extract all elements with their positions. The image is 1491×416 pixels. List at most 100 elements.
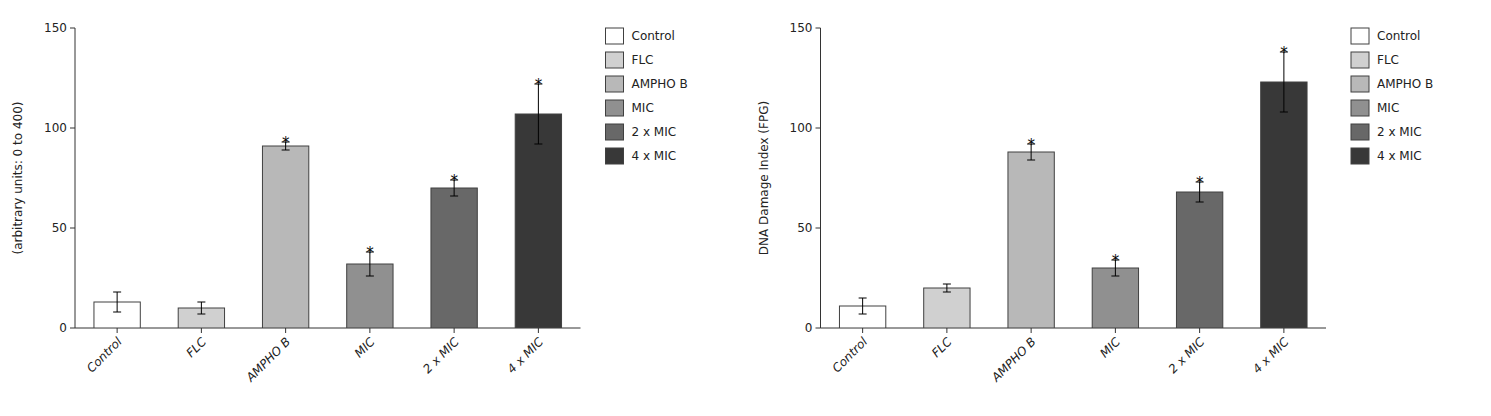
error-bar: [197, 302, 205, 314]
x-tick-label: MIC: [352, 334, 378, 360]
error-cap: [1111, 276, 1119, 277]
y-tick-label: 0: [805, 321, 813, 335]
error-cap: [943, 284, 951, 285]
error-stem: [117, 292, 118, 312]
y-tick-label: 50: [52, 221, 67, 235]
x-tick: [369, 328, 370, 333]
bar: [262, 146, 308, 328]
legend-label: Control: [1377, 29, 1420, 43]
x-tick: [1031, 328, 1032, 333]
x-tick-label: 2 x MIC: [420, 334, 462, 376]
bar: [1008, 152, 1054, 328]
legend-swatch: [606, 100, 624, 116]
legend-swatch: [1351, 124, 1369, 140]
error-cap: [859, 314, 867, 315]
y-tick: [816, 28, 821, 29]
legend-label: MIC: [1377, 101, 1399, 115]
error-cap: [197, 302, 205, 303]
bar: [515, 114, 561, 328]
legend-label: 4 x MIC: [632, 149, 677, 163]
x-tick-label: 4 x MIC: [505, 334, 547, 376]
error-cap: [113, 312, 121, 313]
legend-label: Control: [632, 29, 675, 43]
x-tick: [117, 328, 118, 333]
x-axis: [75, 328, 581, 329]
x-tick-label: Control: [84, 334, 125, 375]
legend-swatch: [606, 52, 624, 68]
x-tick-label: MIC: [1097, 334, 1123, 360]
y-tick: [816, 128, 821, 129]
x-tick: [1115, 328, 1116, 333]
x-tick: [454, 328, 455, 333]
bars: [839, 52, 1307, 328]
legend-label: 4 x MIC: [1377, 149, 1422, 163]
chart-panel: 050100150(arbitrary units: 0 to 400)****…: [11, 21, 688, 386]
significance-annotation: *: [1280, 44, 1288, 62]
error-cap: [1196, 202, 1204, 203]
y-tick: [70, 28, 75, 29]
error-cap: [113, 292, 121, 293]
bar: [1176, 192, 1222, 328]
y-tick-label: 0: [59, 321, 67, 335]
legend: ControlFLCAMPHO BMIC2 x MIC4 x MIC: [1351, 28, 1433, 164]
significance-annotation: *: [535, 76, 543, 94]
error-cap: [1027, 160, 1035, 161]
x-tick: [201, 328, 202, 333]
bars: [94, 84, 562, 328]
bar: [1092, 268, 1138, 328]
y-tick: [70, 328, 75, 329]
bar: [1261, 82, 1307, 328]
error-cap: [450, 196, 458, 197]
legend: Control FLC AMPHO B MIC 2 x MIC 4 x MIC: [606, 28, 688, 164]
x-tick-label: AMPHO B: [988, 335, 1038, 385]
x-tick: [285, 328, 286, 333]
y-axis-label: (arbitrary units: 0 to 400): [11, 101, 25, 254]
legend-swatch: [1351, 100, 1369, 116]
error-bar: [943, 284, 951, 292]
x-tick-label: 2 x MIC: [1166, 334, 1208, 376]
y-tick-label: 150: [44, 21, 67, 35]
legend-label: FLC: [632, 53, 654, 67]
x-tick: [538, 328, 539, 333]
x-tick-label: Control: [829, 334, 870, 375]
legend-swatch: [1351, 28, 1369, 44]
legend-label: 2 x MIC: [632, 125, 677, 139]
x-tick-label: 4 x MIC: [1250, 334, 1292, 376]
legend-swatch: [1351, 52, 1369, 68]
significance-annotation: *: [366, 244, 374, 262]
significance-annotation: *: [1027, 136, 1035, 154]
y-tick: [70, 228, 75, 229]
error-cap: [859, 298, 867, 299]
error-bar: [859, 298, 867, 314]
legend-label: 2 x MIC: [1377, 125, 1422, 139]
legend-swatch: [606, 28, 624, 44]
error-cap: [943, 292, 951, 293]
legend-swatch: [606, 148, 624, 164]
x-axis: [821, 328, 1327, 329]
legend-swatch: [1351, 148, 1369, 164]
y-tick-label: 50: [797, 221, 812, 235]
x-tick: [862, 328, 863, 333]
legend-swatch: [606, 76, 624, 92]
x-tick: [946, 328, 947, 333]
y-tick: [816, 328, 821, 329]
y-axis: [820, 28, 821, 328]
significance-annotation: *: [1112, 252, 1120, 270]
y-tick-label: 150: [790, 21, 813, 35]
significance-annotation: *: [450, 172, 458, 190]
error-stem: [862, 298, 863, 314]
y-axis: [75, 28, 76, 328]
legend-label: AMPHO B: [1377, 77, 1433, 91]
legend-label: MIC: [632, 101, 654, 115]
x-tick-label: AMPHO B: [243, 335, 293, 385]
significance-annotation: *: [1196, 174, 1204, 192]
error-stem: [946, 284, 947, 292]
legend-swatch: [1351, 76, 1369, 92]
error-cap: [534, 144, 542, 145]
legend-label: AMPHO B: [632, 77, 688, 91]
y-tick-label: 100: [44, 121, 67, 135]
bar: [924, 288, 970, 328]
legend-swatch: [606, 124, 624, 140]
x-tick-label: FLC: [929, 334, 955, 360]
y-tick-label: 100: [790, 121, 813, 135]
